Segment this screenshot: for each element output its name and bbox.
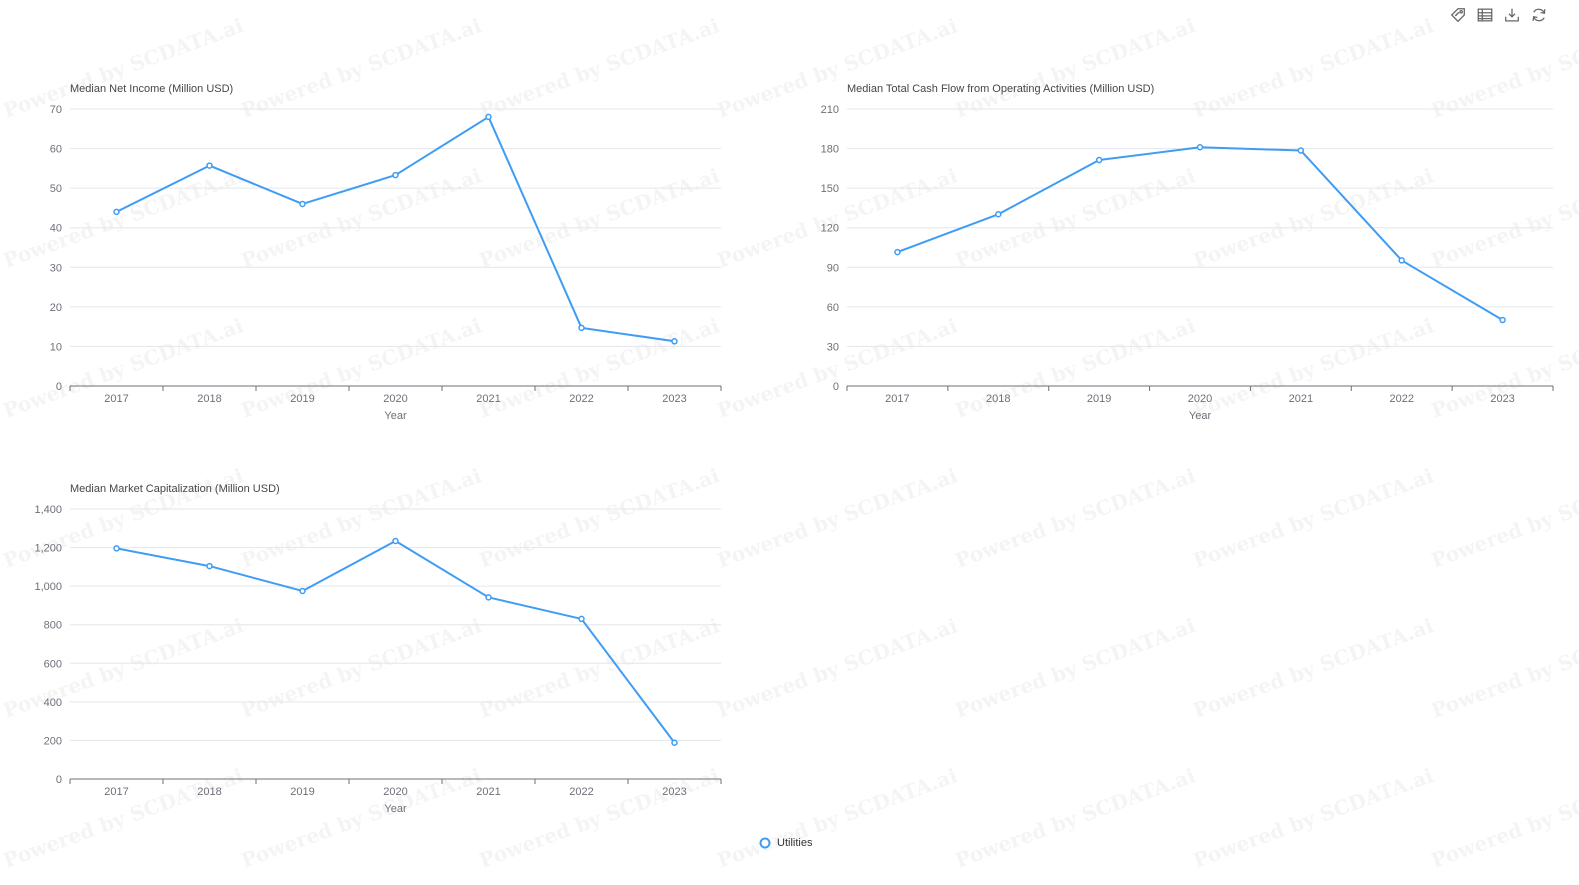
x-tick-label: 2021 xyxy=(476,393,500,405)
data-point xyxy=(894,248,901,256)
data-point xyxy=(206,162,213,169)
chart-toolbox xyxy=(1447,4,1549,25)
y-tick-label: 90 xyxy=(827,262,839,274)
y-tick-label: 0 xyxy=(56,381,62,393)
y-tick-label: 30 xyxy=(827,341,839,353)
x-tick-label: 2019 xyxy=(1087,393,1111,405)
data-point xyxy=(299,200,306,208)
refresh-icon[interactable] xyxy=(1528,4,1549,25)
data-point xyxy=(1095,156,1103,164)
x-tick-label: 2020 xyxy=(383,786,407,798)
chart-title: Median Market Capitalization (Million US… xyxy=(70,483,280,495)
x-tick-label: 2018 xyxy=(197,393,221,405)
x-tick-label: 2018 xyxy=(197,786,221,798)
y-tick-label: 60 xyxy=(50,144,62,156)
y-tick-label: 0 xyxy=(56,774,62,786)
x-tick-label: 2020 xyxy=(1188,393,1212,405)
y-tick-label: 50 xyxy=(50,183,62,195)
x-tick-label: 2017 xyxy=(104,786,128,798)
data-point xyxy=(392,537,399,545)
chart-title: Median Total Cash Flow from Operating Ac… xyxy=(847,83,1154,95)
data-point xyxy=(578,615,585,623)
x-axis-title: Year xyxy=(384,410,407,422)
x-tick-label: 2023 xyxy=(1490,393,1514,405)
data-point xyxy=(1196,144,1204,151)
y-tick-label: 180 xyxy=(821,144,839,156)
x-tick-label: 2018 xyxy=(986,393,1010,405)
chart-title: Median Net Income (Million USD) xyxy=(70,83,233,95)
y-tick-label: 60 xyxy=(827,302,839,314)
data-point xyxy=(1297,147,1305,154)
x-tick-label: 2021 xyxy=(476,786,500,798)
data-point xyxy=(299,587,306,595)
data-point xyxy=(671,338,678,345)
series-line xyxy=(897,146,1504,321)
x-axis-title: Year xyxy=(384,803,407,815)
x-tick-label: 2022 xyxy=(1389,393,1413,405)
data-point xyxy=(1398,257,1405,264)
y-tick-label: 1,400 xyxy=(34,504,62,516)
x-tick-label: 2022 xyxy=(569,393,593,405)
legend-item-utilities[interactable]: Utilities xyxy=(758,836,812,850)
y-tick-label: 600 xyxy=(44,658,62,670)
series-line xyxy=(116,540,676,744)
y-tick-label: 70 xyxy=(50,104,62,116)
y-tick-label: 400 xyxy=(44,697,62,709)
y-tick-label: 40 xyxy=(50,223,62,235)
data-point xyxy=(485,113,492,121)
x-tick-label: 2019 xyxy=(290,393,314,405)
x-tick-label: 2023 xyxy=(662,786,686,798)
y-tick-label: 30 xyxy=(50,262,62,274)
y-tick-label: 800 xyxy=(44,620,62,632)
data-point xyxy=(392,171,399,179)
y-tick-label: 10 xyxy=(50,341,62,353)
y-tick-label: 210 xyxy=(821,104,839,116)
download-icon[interactable] xyxy=(1501,4,1522,25)
y-tick-label: 20 xyxy=(50,302,62,314)
data-point xyxy=(485,594,492,601)
y-tick-label: 0 xyxy=(833,381,839,393)
data-point xyxy=(1499,316,1506,324)
y-tick-label: 150 xyxy=(821,183,839,195)
x-tick-label: 2023 xyxy=(662,393,686,405)
legend-marker-icon xyxy=(759,837,771,849)
x-tick-label: 2021 xyxy=(1289,393,1313,405)
x-tick-label: 2017 xyxy=(104,393,128,405)
x-tick-label: 2019 xyxy=(290,786,314,798)
x-tick-label: 2020 xyxy=(383,393,407,405)
series-line xyxy=(116,115,675,343)
legend-label: Utilities xyxy=(777,837,813,849)
y-tick-label: 120 xyxy=(821,223,839,235)
y-tick-label: 200 xyxy=(44,735,62,747)
tag-icon[interactable] xyxy=(1447,4,1468,25)
x-axis-title: Year xyxy=(1189,410,1212,422)
data-point xyxy=(578,324,585,332)
data-point xyxy=(113,208,120,216)
data-view-icon[interactable] xyxy=(1474,4,1495,25)
y-tick-label: 1,200 xyxy=(34,543,62,555)
x-tick-label: 2017 xyxy=(885,393,909,405)
data-point xyxy=(671,739,678,746)
data-point xyxy=(206,562,213,570)
data-point xyxy=(995,211,1002,218)
y-tick-label: 1,000 xyxy=(34,581,62,593)
x-tick-label: 2022 xyxy=(569,786,593,798)
data-point xyxy=(113,545,120,552)
